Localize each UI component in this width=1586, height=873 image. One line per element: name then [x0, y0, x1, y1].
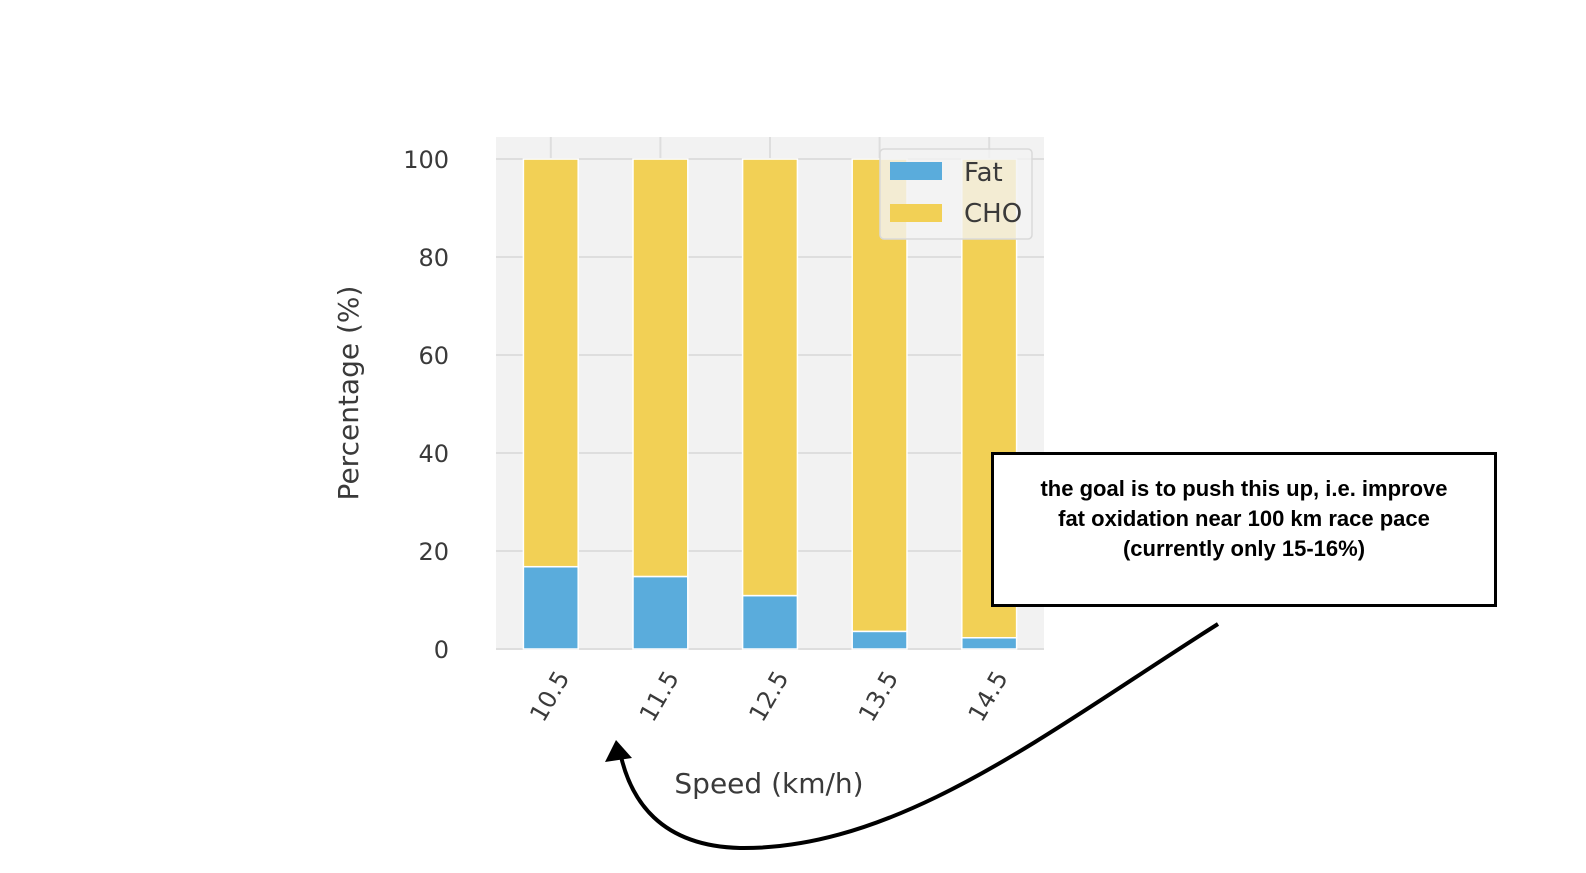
- arrowhead-icon: [605, 740, 632, 762]
- x-tick-label: 12.5: [744, 666, 795, 726]
- bar-fat-11-5: [632, 575, 689, 650]
- legend-label-fat: Fat: [964, 158, 1003, 188]
- x-tick-label: 13.5: [853, 666, 904, 726]
- bar-cho-12-5: [741, 158, 799, 597]
- legend-swatch-fat: [890, 162, 942, 180]
- bar-fat-12-5: [741, 594, 799, 650]
- bar-fat-13-5: [851, 630, 908, 650]
- bar-cho-11-5: [632, 158, 689, 578]
- annotation-text: the goal is to push this up, i.e. improv…: [1040, 475, 1448, 561]
- legend: Fat CHO: [879, 148, 1033, 240]
- x-axis-ticks: 10.5 11.5 12.5 13.5 14.5: [524, 666, 1013, 726]
- y-tick-label: 80: [418, 244, 449, 272]
- y-tick-label: 60: [418, 342, 449, 370]
- x-axis-title: Speed (km/h): [674, 767, 863, 800]
- bars: [522, 158, 1018, 650]
- x-tick-label: 14.5: [963, 666, 1014, 726]
- y-axis-ticks: 0 20 40 60 80 100: [403, 146, 449, 664]
- bar-fat-10-5: [522, 565, 579, 650]
- y-tick-label: 100: [403, 146, 449, 174]
- legend-swatch-cho: [890, 204, 942, 222]
- bar-fat-14-5: [961, 636, 1018, 650]
- y-axis-title: Percentage (%): [332, 286, 365, 501]
- bar-cho-10-5: [522, 158, 579, 568]
- annotation-box: the goal is to push this up, i.e. improv…: [991, 452, 1497, 607]
- y-tick-label: 40: [418, 440, 449, 468]
- legend-label-cho: CHO: [964, 199, 1022, 229]
- callout-arrow: [618, 622, 1220, 851]
- y-tick-label: 20: [418, 538, 449, 566]
- x-tick-label: 10.5: [524, 666, 575, 726]
- y-tick-label: 0: [434, 636, 449, 664]
- x-tick-label: 11.5: [634, 666, 685, 726]
